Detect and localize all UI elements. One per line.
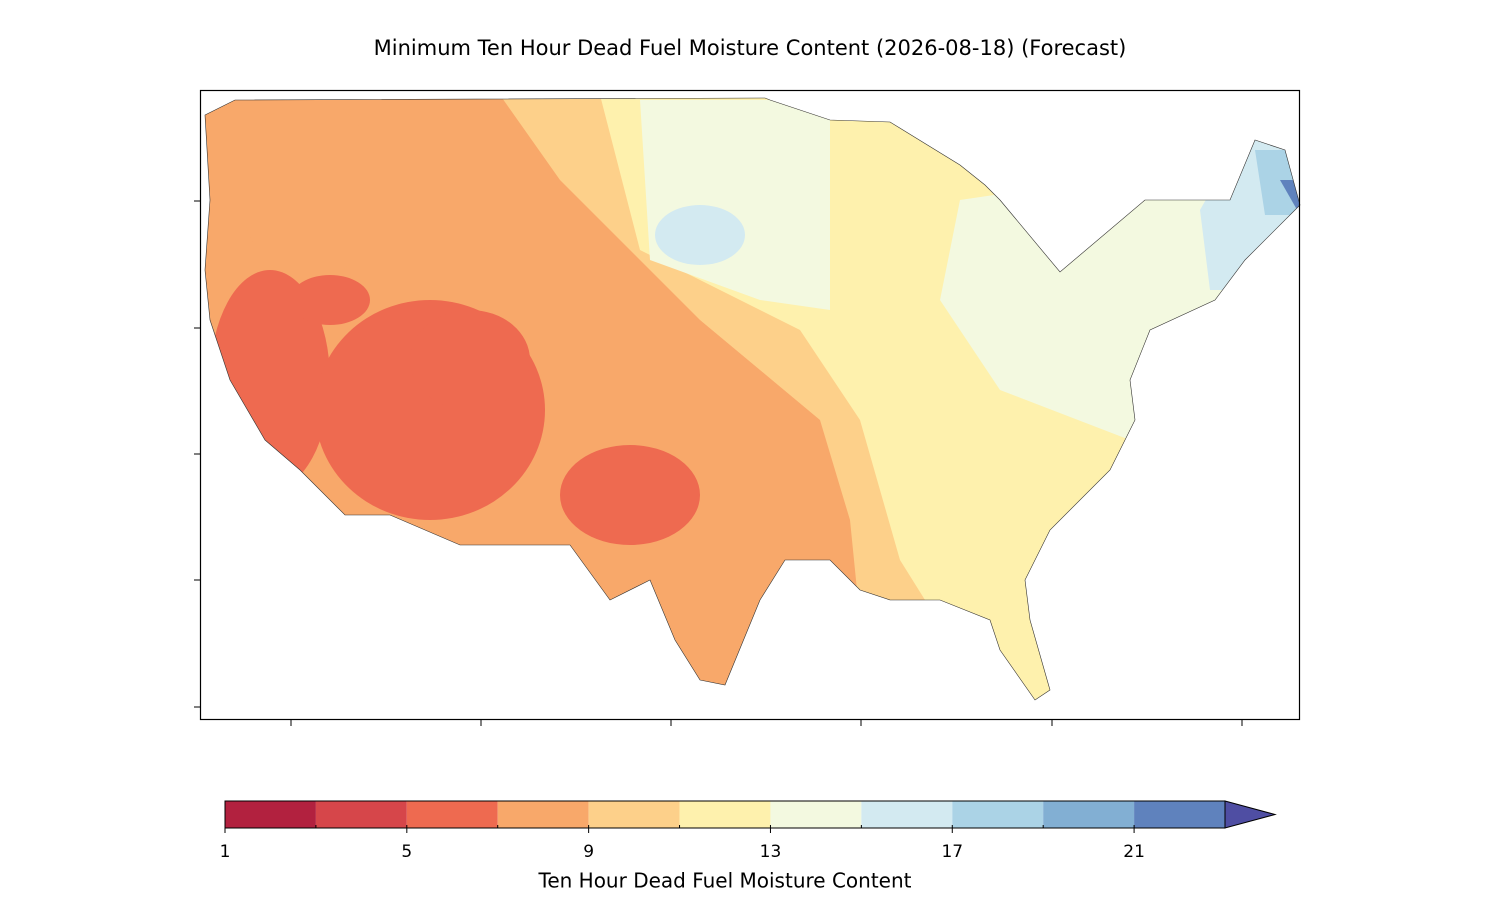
- colorbar-segment: [225, 801, 316, 828]
- colorbar-tick-label: 1: [220, 842, 231, 862]
- colorbar-segment: [406, 801, 498, 828]
- map-fill: [205, 98, 1300, 700]
- map-frame: [199, 89, 1301, 721]
- colorbar-segment: [497, 801, 589, 828]
- colorbar-frame: [224, 800, 1226, 829]
- colorbar-segment: [1043, 801, 1135, 828]
- colorbar-segment: [952, 801, 1044, 828]
- map-ticks: [194, 200, 1243, 726]
- colorbar-tick-label: 5: [401, 842, 412, 862]
- colorbar-tick-label: 21: [1123, 842, 1145, 862]
- colorbar-segment: [770, 801, 862, 828]
- colorbar-segment: [679, 801, 771, 828]
- colorbar: 1 5 9 13 17 21: [220, 800, 1277, 862]
- chart-title: Minimum Ten Hour Dead Fuel Moisture Cont…: [374, 36, 1127, 60]
- colorbar-segment: [588, 801, 680, 828]
- colorbar-segment: [861, 801, 953, 828]
- colorbar-tick-label: 9: [583, 842, 594, 862]
- map-outline: [204, 97, 1301, 701]
- colorbar-segment: [315, 801, 407, 828]
- colorbar-segment: [1134, 801, 1225, 828]
- colorbar-extend: [1224, 800, 1277, 829]
- colorbar-tick-label: 17: [941, 842, 963, 862]
- colorbar-tick-label: 13: [760, 842, 782, 862]
- colorbar-label: Ten Hour Dead Fuel Moisture Content: [538, 869, 912, 893]
